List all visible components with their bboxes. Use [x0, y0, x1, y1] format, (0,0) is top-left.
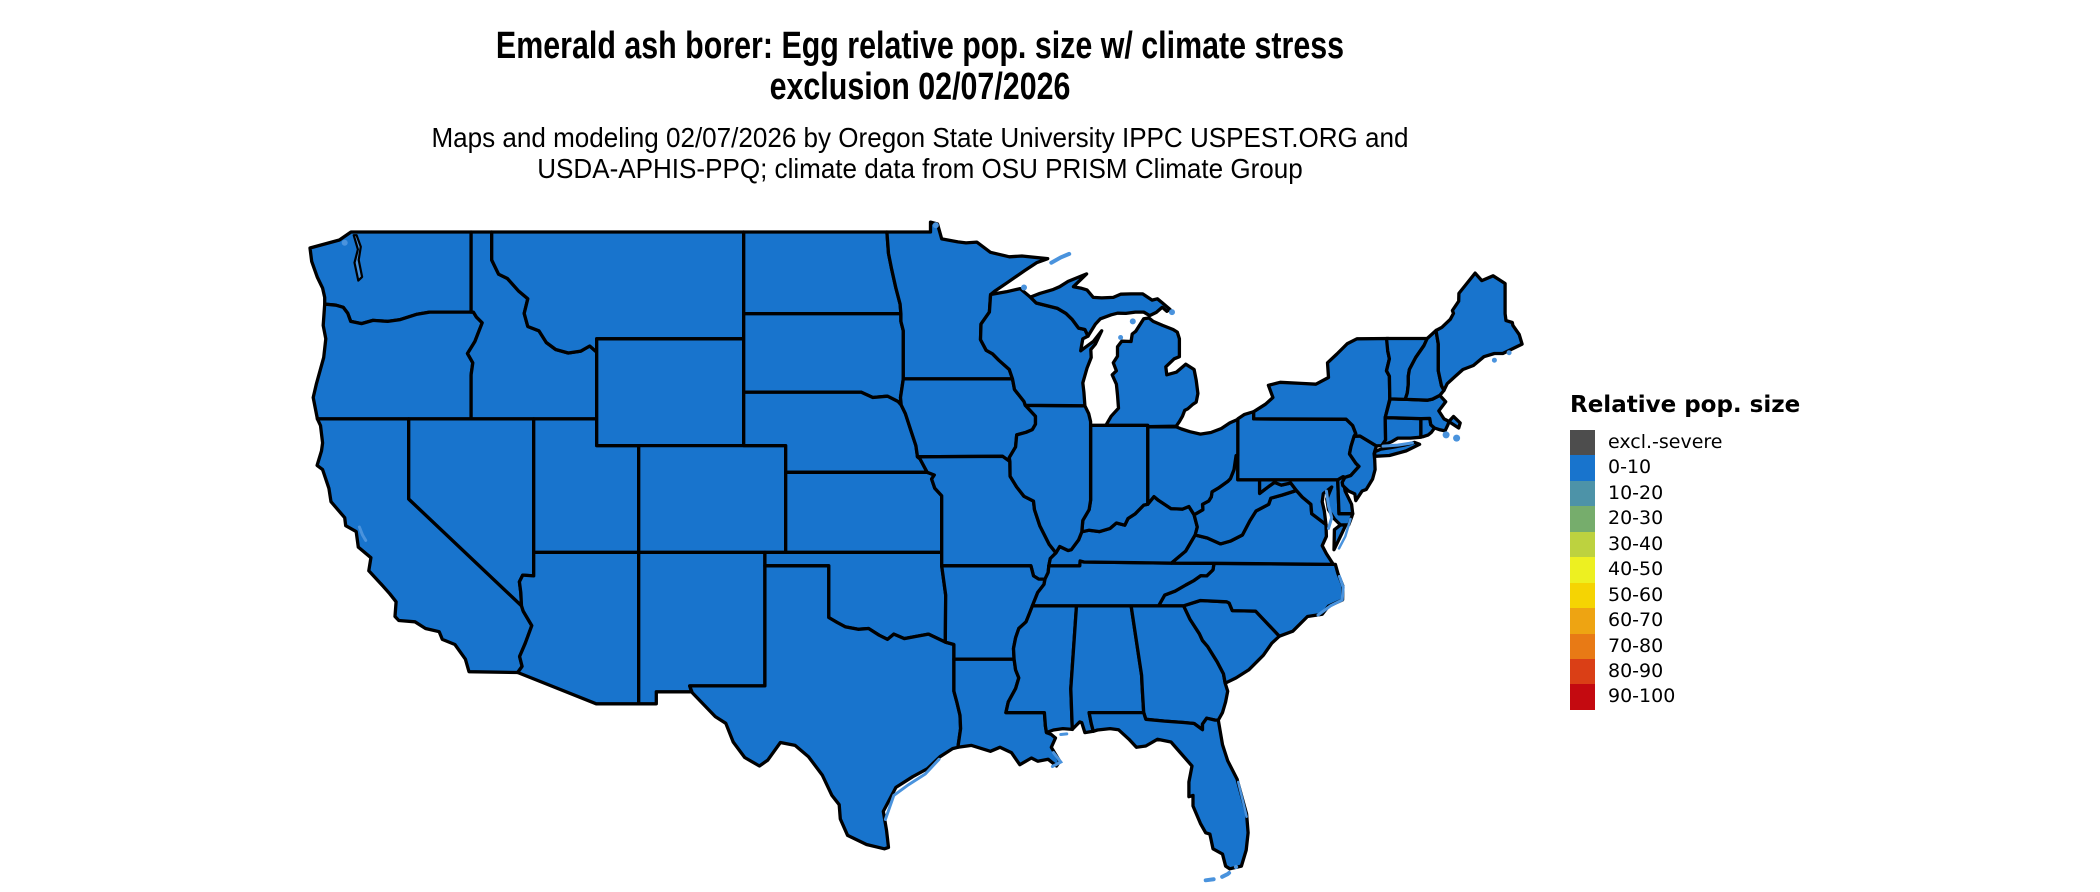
- legend-swatch-30-40: [1570, 531, 1595, 558]
- state-MI-LP: [1104, 316, 1200, 429]
- title-line-2: exclusion 02/07/2026: [769, 66, 1071, 108]
- water-accent-delmarva-coast: [1337, 517, 1352, 550]
- state-KS: [784, 470, 944, 555]
- legend-swatch-10-20: [1570, 480, 1595, 507]
- state-MS: [1004, 604, 1079, 735]
- legend-swatch-0-10: [1570, 455, 1595, 481]
- title-line-1: Emerald ash borer: Egg relative pop. siz…: [495, 25, 1345, 67]
- water-accent-louisiana-delta: [1050, 751, 1064, 768]
- legend-item-40-50: 40-50: [1570, 557, 1800, 583]
- legend-swatch-20-30: [1570, 506, 1595, 532]
- legend-item-20-30: 20-30: [1570, 506, 1800, 532]
- legend-swatch-60-70: [1570, 608, 1595, 634]
- state-TX: [688, 564, 963, 851]
- legend-label-20-30: 20-30: [1608, 507, 1664, 530]
- state-CO: [637, 443, 788, 555]
- water-accent-puget-sound: [352, 234, 364, 282]
- legend-item-70-80: 70-80: [1570, 633, 1800, 659]
- legend-label-90-100: 90-100: [1608, 685, 1676, 708]
- legend-item-0-10: 0-10: [1570, 455, 1800, 481]
- state-OR: [311, 302, 484, 421]
- legend-label-50-60: 50-60: [1608, 583, 1664, 606]
- legend-item-80-90: 80-90: [1570, 658, 1800, 685]
- water-accent-mississippi-sound-islands: [1059, 731, 1074, 736]
- water-accent-lake-of-the-woods: [932, 222, 939, 229]
- legend-label-10-20: 10-20: [1608, 481, 1664, 504]
- legend-label-80-90: 80-90: [1608, 659, 1664, 682]
- state-PA: [1236, 410, 1361, 482]
- legend-swatch-50-60: [1570, 582, 1595, 609]
- water-accent-nantucket: [1453, 434, 1461, 442]
- legend-item-10-20: 10-20: [1570, 480, 1800, 507]
- legend-item-90-100: 90-100: [1570, 684, 1800, 710]
- water-accent-apostle-islands: [1021, 284, 1027, 291]
- water-accent-marthas-vineyard: [1442, 431, 1450, 439]
- legend-item-30-40: 30-40: [1570, 531, 1800, 558]
- legend-item-50-60: 50-60: [1570, 582, 1800, 609]
- state-NJ: [1340, 434, 1379, 503]
- legend-swatch-40-50: [1570, 557, 1595, 583]
- water-accent-chesapeake-bay: [1324, 489, 1334, 530]
- water-accent-isle-royale: [1049, 251, 1072, 265]
- water-accent-texas-barrier-islands: [883, 757, 941, 821]
- legend-label-70-80: 70-80: [1608, 634, 1664, 657]
- state-MI-UP: [1028, 272, 1172, 338]
- water-accent-san-juan-islands: [341, 239, 348, 246]
- state-OH: [1146, 417, 1240, 517]
- legend-swatch-90-100: [1570, 684, 1595, 710]
- state-AZ: [516, 550, 641, 706]
- legend-label-0-10: 0-10: [1608, 456, 1652, 479]
- water-accent-sf-bay: [357, 525, 368, 542]
- water-accent-outer-banks: [1316, 574, 1345, 617]
- legend-label-40-50: 40-50: [1608, 558, 1664, 581]
- state-FL: [1087, 710, 1250, 871]
- state-WY: [595, 337, 746, 448]
- state-ND: [742, 230, 903, 316]
- legend-item-60-70: 60-70: [1570, 608, 1800, 634]
- water-accent-maine-islands-2: [1506, 350, 1512, 356]
- water-accent-beaver-island: [1129, 318, 1136, 325]
- water-accent-maine-islands: [1491, 357, 1497, 363]
- water-accent-long-island-sound: [1381, 441, 1414, 448]
- state-NM: [637, 550, 767, 706]
- legend-title: Relative pop. size: [1570, 392, 1801, 418]
- figure-title: Emerald ash borer: Egg relative pop. siz…: [184, 26, 1656, 108]
- legend-swatch-80-90: [1570, 658, 1595, 685]
- legend-items: excl.-severe 0-10 10-20 20-30 30-40 40-50 50-6…: [1570, 430, 1800, 710]
- legend-swatch-excl.-severe: [1570, 430, 1595, 456]
- water-accent-florida-keys: [1203, 864, 1239, 883]
- legend-item-excl.-severe: excl.-severe: [1570, 430, 1800, 456]
- state-IL: [1007, 403, 1093, 555]
- legend: Relative pop. size excl.-severe 0-10 10-20…: [1570, 392, 1800, 710]
- legend-label-60-70: 60-70: [1608, 609, 1664, 632]
- state-ME: [1434, 271, 1524, 392]
- legend-label-excl.-severe: excl.-severe: [1608, 431, 1723, 453]
- legend-swatch-70-80: [1570, 633, 1595, 659]
- subtitle-line-1: Maps and modeling 02/07/2026 by Oregon S…: [431, 122, 1409, 153]
- legend-label-30-40: 30-40: [1608, 532, 1664, 555]
- subtitle-line-2: USDA-APHIS-PPQ; climate data from OSU PR…: [537, 153, 1303, 184]
- water-accent-manitou-islands: [1118, 335, 1124, 340]
- water-accent-florida-lagoon: [1236, 780, 1248, 818]
- water-accent-drummond-island: [1169, 309, 1175, 316]
- figure-subtitle: Maps and modeling 02/07/2026 by Oregon S…: [64, 122, 1775, 184]
